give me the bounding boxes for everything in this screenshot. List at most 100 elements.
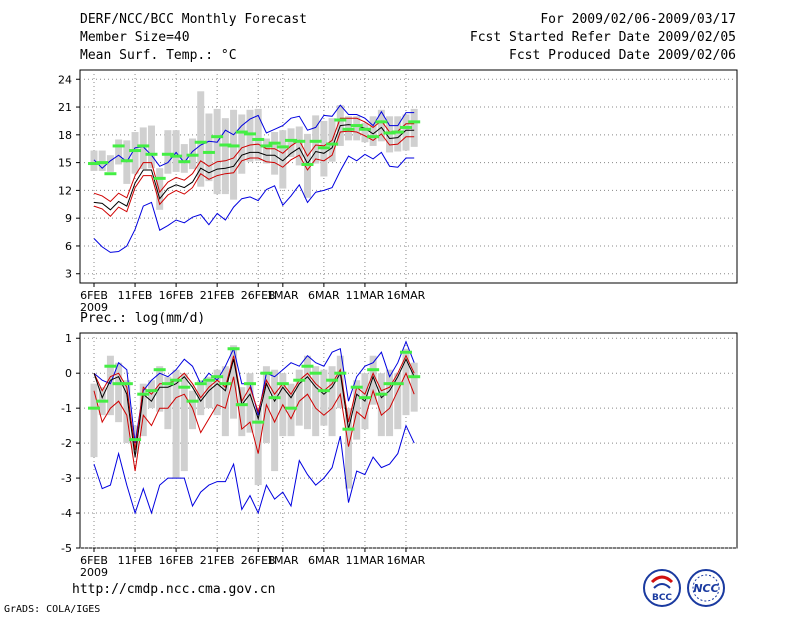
x-tick-label: 11MAR [346, 554, 385, 567]
ensemble-box [377, 109, 385, 142]
x-tick-label: 6FEB [80, 554, 108, 567]
ensemble-box [156, 366, 164, 412]
ensemble-box [205, 376, 213, 409]
temperature-panel: 3 6 9 12 15 18 21 24 6FEB 11FEB 16FEB 21FEB 26FEB1MA… [58, 69, 738, 314]
ensemble-box [312, 366, 320, 437]
series-line-upper [93, 130, 415, 218]
y-tick-label: -2 [61, 437, 72, 450]
ensemble-box [139, 383, 147, 437]
ncc-logo-text: NCC [693, 582, 718, 595]
ensemble-box [221, 118, 229, 195]
x-tick-label: 6MAR [308, 554, 340, 567]
forecast-period: For 2009/02/06-2009/03/17 [540, 12, 736, 27]
x-tick-label: 6MAR [308, 289, 340, 302]
y-tick-label: 15 [58, 157, 72, 170]
ensemble-box [164, 376, 172, 430]
series-line-lower [93, 117, 415, 203]
chart-title: DERF/NCC/BCC Monthly Forecast [80, 12, 307, 27]
y-tick-label: -1 [61, 402, 72, 415]
ensemble-box [147, 125, 155, 169]
temperature-panel-title: Mean Surf. Temp.: °C [80, 48, 237, 63]
x-tick-label: 6FEB [80, 289, 108, 302]
x-year-label: 2009 [80, 566, 108, 579]
y-tick-label: 9 [65, 212, 72, 225]
ensemble-box [369, 355, 377, 405]
ensemble-box [230, 109, 238, 200]
ensemble-box [238, 114, 246, 174]
ensemble-box [328, 366, 336, 437]
ensemble-box [312, 115, 320, 164]
ensemble-box [205, 113, 213, 182]
member-size: Member Size=40 [80, 30, 190, 45]
x-tick-label: 16MAR [387, 554, 426, 567]
ensemble-box [295, 126, 303, 166]
x-tick-label: 26FEB [241, 289, 276, 302]
ensemble-box [189, 390, 197, 430]
x-tick-label: 16FEB [159, 554, 194, 567]
y-tick-label: 12 [58, 184, 72, 197]
y-tick-label: -5 [61, 542, 72, 555]
y-tick-label: 1 [65, 332, 72, 345]
ensemble-box [402, 348, 410, 416]
series-line-max [93, 151, 415, 253]
ensemble-box [361, 122, 369, 143]
y-tick-label: 21 [58, 101, 72, 114]
y-tick-label: 0 [65, 367, 72, 380]
series-line-lower [93, 371, 415, 472]
ensemble-box [394, 373, 402, 430]
ensemble-box [303, 355, 311, 430]
bcc-logo-text: BCC [652, 593, 672, 603]
ensemble-box [262, 138, 270, 164]
x-tick-label: 11FEB [118, 554, 153, 567]
y-tick-label: 6 [65, 240, 72, 253]
ensemble-box [98, 150, 106, 171]
ensemble-box [115, 139, 123, 165]
x-tick-label: 21FEB [200, 289, 235, 302]
x-tick-label: 26FEB [241, 554, 276, 567]
x-tick-label: 1MAR [267, 289, 299, 302]
ensemble-box [123, 380, 131, 444]
y-tick-label: 24 [58, 73, 72, 86]
ensemble-box [402, 114, 410, 151]
ensemble-box [139, 127, 147, 170]
grads-credit: GrADS: COLA/IGES [4, 604, 101, 615]
ensemble-box [295, 369, 303, 426]
ensemble-box [254, 108, 262, 161]
ensemble-box [394, 116, 402, 152]
ensemble-box [271, 369, 279, 472]
plot-frame [79, 69, 738, 284]
footer-url[interactable]: http://cmdp.ncc.cma.gov.cn [72, 582, 276, 597]
ensemble-box [90, 150, 98, 171]
x-tick-label: 11MAR [346, 289, 385, 302]
series-line-min [93, 424, 415, 515]
x-tick-label: 16FEB [159, 289, 194, 302]
ensemble-box [213, 108, 221, 195]
ensemble-box [287, 128, 295, 158]
ensemble-box [353, 380, 361, 440]
ensemble-box [246, 109, 254, 162]
ensemble-box [377, 373, 385, 437]
ensemble-box [410, 108, 418, 147]
x-tick-label: 16MAR [387, 289, 426, 302]
ensemble-box [345, 408, 353, 489]
ensemble-box [172, 130, 180, 172]
precipitation-panel-title: Prec.: log(mm/d) [80, 311, 205, 326]
ensemble-box [336, 355, 344, 409]
ensemble-box [180, 373, 188, 472]
series-line-min [93, 104, 415, 169]
ensemble-box [238, 387, 246, 437]
ensemble-box [156, 168, 164, 210]
ncc-logo: NCC [687, 569, 725, 607]
x-year-label: 2009 [80, 301, 108, 314]
y-tick-label: -3 [61, 472, 72, 485]
ensemble-box [213, 369, 221, 416]
ensemble-box [279, 130, 287, 189]
ensemble-box [353, 116, 361, 141]
ensemble-box [115, 362, 123, 423]
refer-date: Fcst Started Refer Date 2009/02/05 [469, 30, 736, 45]
ensemble-box [369, 116, 377, 146]
produced-date: Fcst Produced Date 2009/02/06 [509, 48, 736, 63]
x-tick-label: 21FEB [200, 554, 235, 567]
